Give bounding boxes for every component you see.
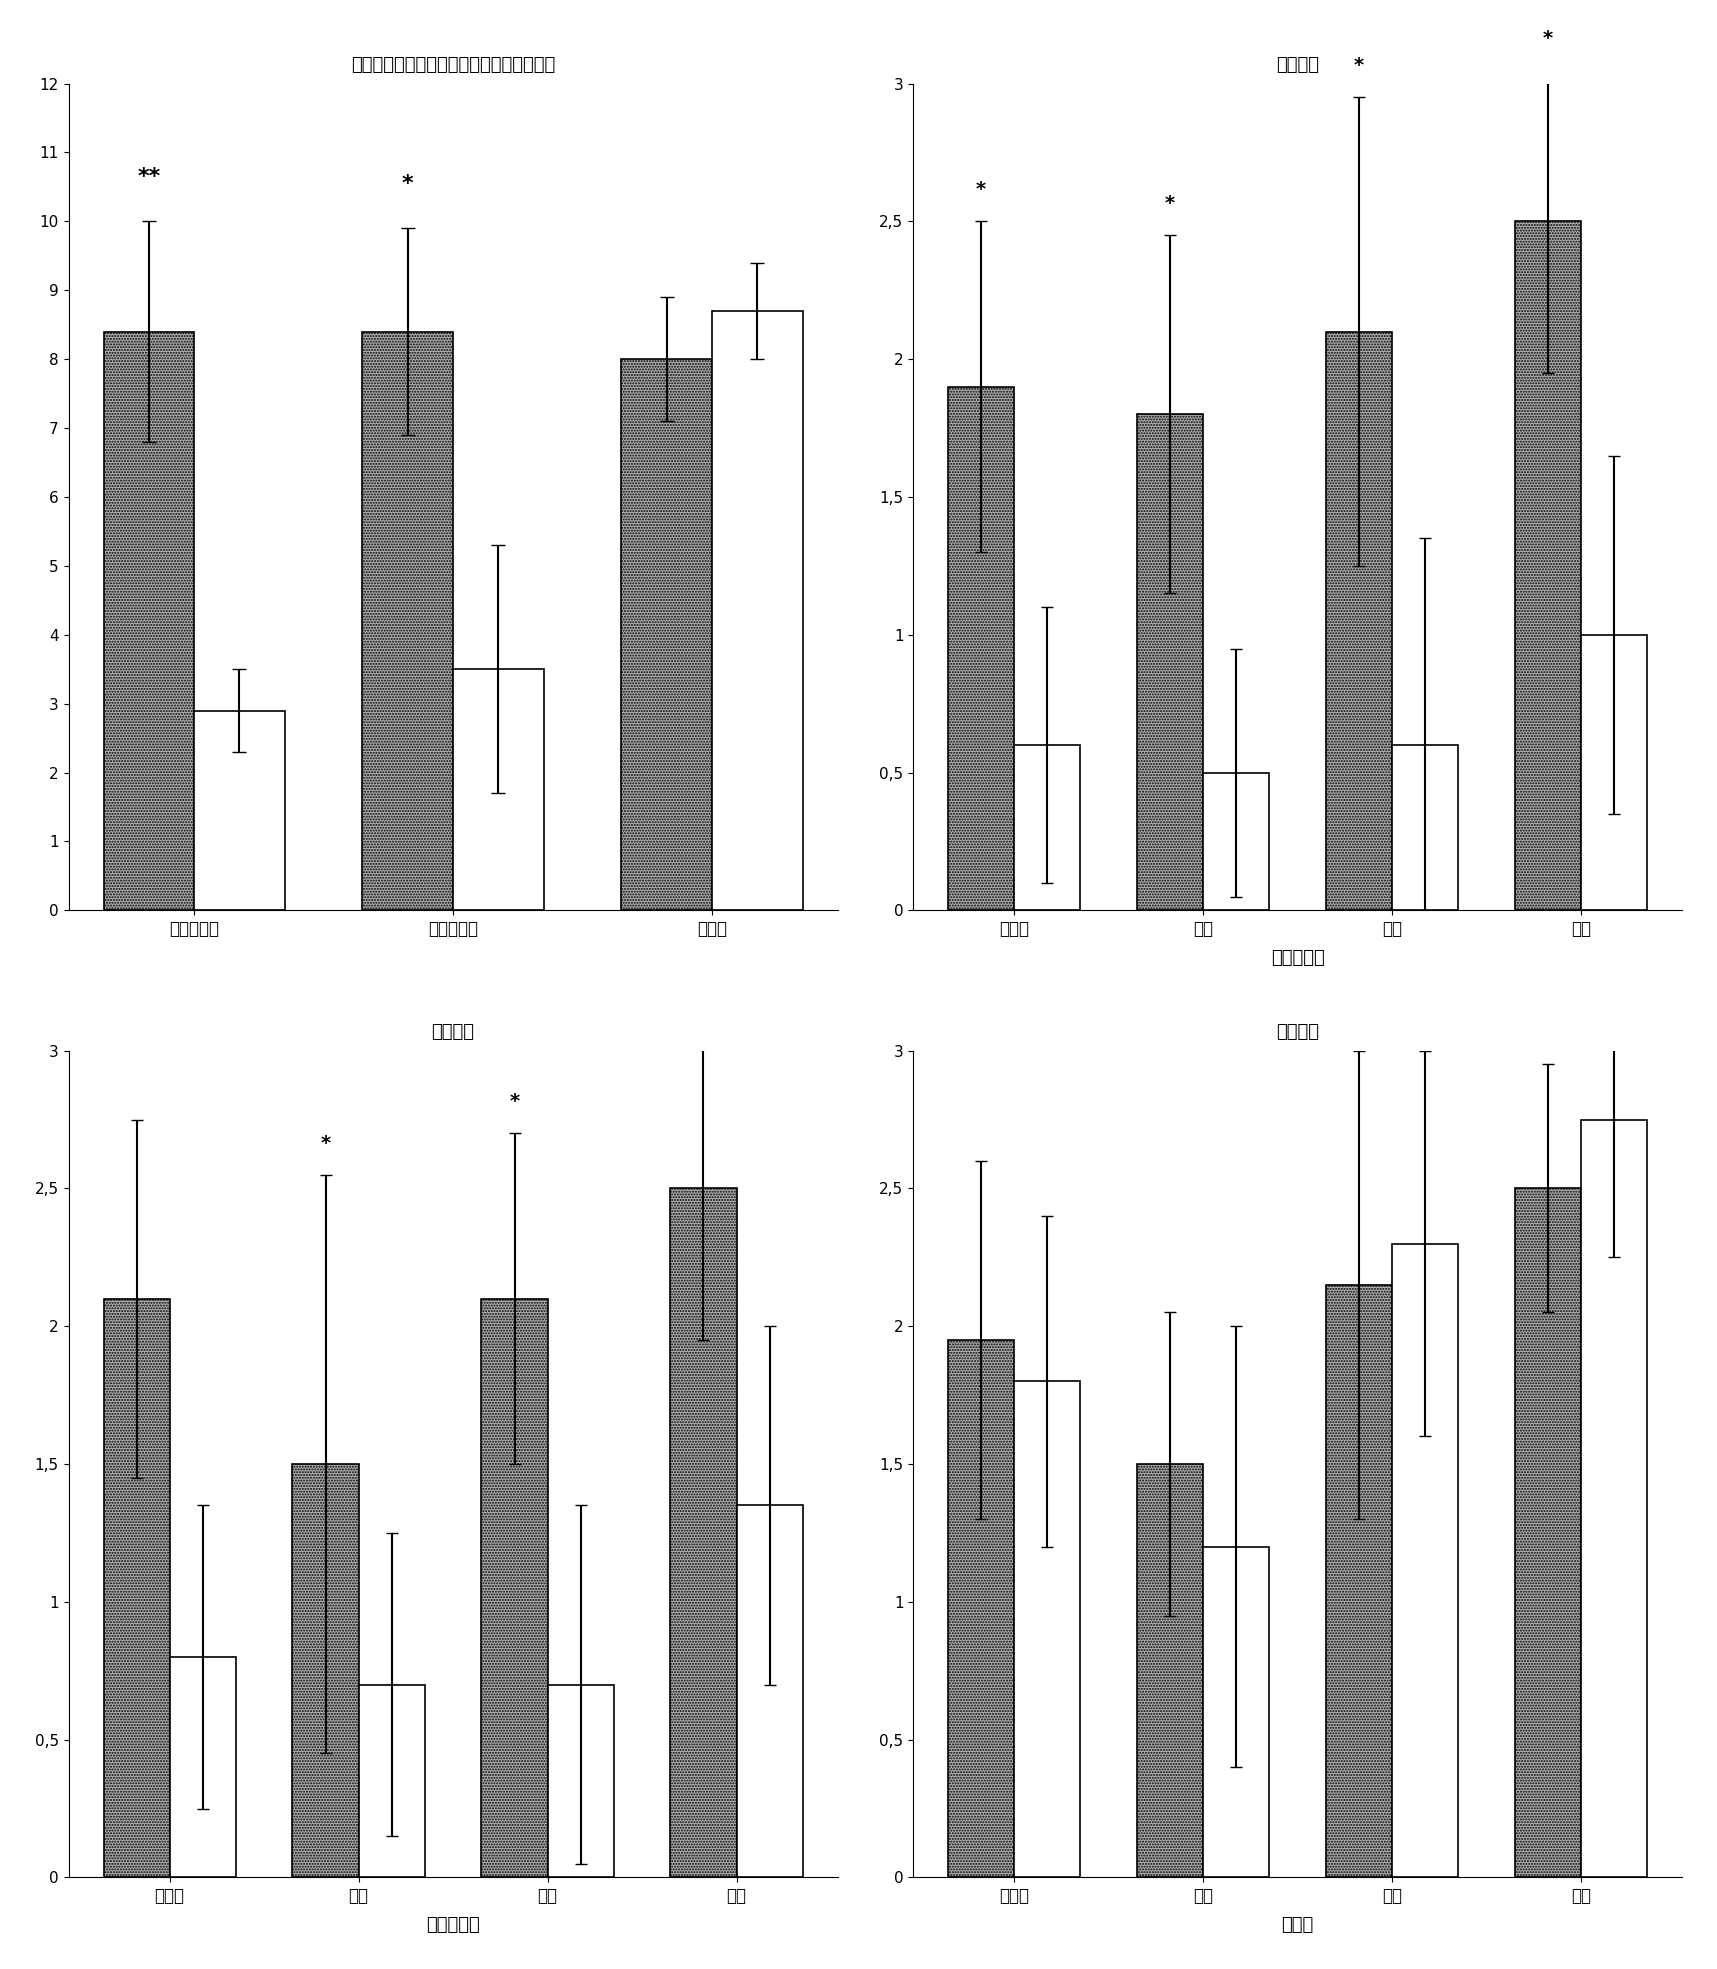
Text: **: ** [137, 167, 160, 187]
Text: *: * [1355, 57, 1365, 75]
Bar [362, 331, 453, 910]
X-axis label: 安慰剂: 安慰剂 [1281, 1916, 1314, 1934]
Bar [713, 311, 804, 910]
Bar [1514, 1189, 1581, 1878]
Bar [1137, 413, 1204, 910]
Bar [1514, 221, 1581, 910]
Text: *: * [510, 1093, 520, 1111]
Title: 总症状评分（打喷嚏、鼻痒、流涕及鼻塞）: 总症状评分（打喷嚏、鼻痒、流涕及鼻塞） [350, 55, 555, 73]
Text: *: * [402, 173, 414, 193]
Bar [103, 331, 194, 910]
Bar [1015, 1382, 1080, 1878]
Bar [737, 1506, 804, 1878]
Bar [170, 1658, 235, 1878]
Title: 症状评分: 症状评分 [1276, 1022, 1319, 1042]
Bar [1204, 1548, 1269, 1878]
Bar [670, 1189, 737, 1878]
Text: *: * [321, 1134, 331, 1152]
Bar [1137, 1465, 1204, 1878]
Text: *: * [977, 181, 986, 199]
Bar [1392, 1244, 1458, 1878]
Bar [548, 1685, 613, 1878]
Bar [453, 669, 544, 910]
Bar [1326, 331, 1392, 910]
Title: 症状评分: 症状评分 [1276, 55, 1319, 73]
Bar [1392, 744, 1458, 910]
X-axis label: 左西替利嗪: 左西替利嗪 [1271, 949, 1324, 967]
Bar [948, 1341, 1015, 1878]
X-axis label: 地氯雷他定: 地氯雷他定 [426, 1916, 481, 1934]
Bar [481, 1300, 548, 1878]
Bar [103, 1300, 170, 1878]
Bar [622, 358, 713, 910]
Bar [1204, 772, 1269, 910]
Bar [1015, 744, 1080, 910]
Bar [1326, 1286, 1392, 1878]
Bar [1581, 1120, 1647, 1878]
Bar [1581, 634, 1647, 910]
Text: *: * [1166, 195, 1174, 213]
Bar [948, 386, 1015, 910]
Bar [194, 711, 285, 910]
Text: *: * [1544, 30, 1554, 47]
Bar [292, 1465, 359, 1878]
Bar [359, 1685, 424, 1878]
Title: 症状评分: 症状评分 [431, 1022, 474, 1042]
